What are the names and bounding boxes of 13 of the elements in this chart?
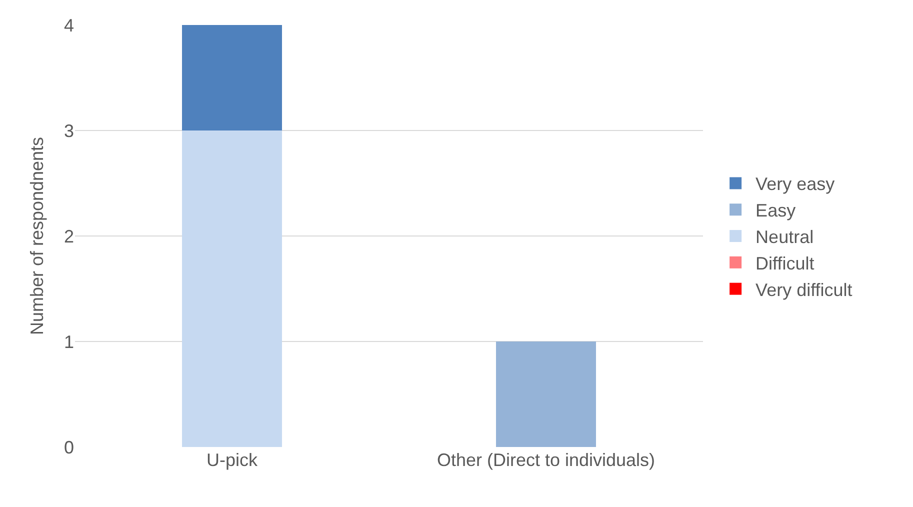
legend-label: Neutral <box>756 227 814 248</box>
legend-label: Very easy <box>756 174 835 194</box>
x-tick-label: U-pick <box>206 450 258 470</box>
legend-label: Easy <box>756 200 796 221</box>
y-tick-label: 1 <box>64 332 74 352</box>
y-tick-label: 0 <box>64 437 74 458</box>
y-tick-label: 2 <box>64 226 74 246</box>
legend-label: Very difficult <box>756 280 852 300</box>
y-tick-label: 3 <box>64 120 74 141</box>
x-tick-label: Other (Direct to individuals) <box>436 450 656 470</box>
y-tick-label: 4 <box>64 15 74 36</box>
y-axis-title: Number of respondnents <box>27 136 48 336</box>
legend-label: Difficult <box>756 253 814 274</box>
